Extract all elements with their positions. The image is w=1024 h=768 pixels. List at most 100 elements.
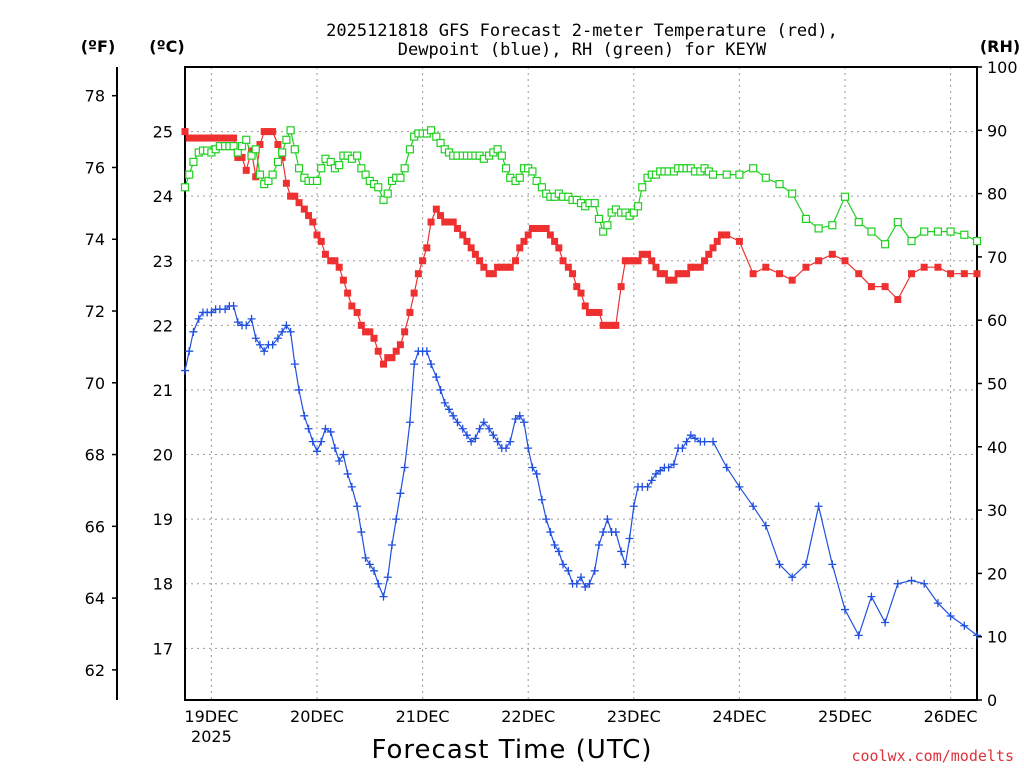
data-point bbox=[405, 145, 415, 154]
data-point bbox=[304, 424, 313, 433]
data-point bbox=[815, 257, 823, 265]
data-point bbox=[497, 151, 506, 160]
data-point bbox=[321, 424, 330, 433]
data-point bbox=[761, 521, 770, 530]
data-point bbox=[506, 437, 515, 446]
data-point bbox=[380, 360, 388, 368]
data-point bbox=[638, 183, 647, 192]
data-point bbox=[709, 244, 717, 252]
data-point bbox=[423, 244, 431, 252]
data-point bbox=[599, 528, 608, 537]
data-point bbox=[255, 340, 264, 349]
data-point bbox=[656, 466, 665, 475]
data-point bbox=[893, 217, 902, 227]
data-point bbox=[776, 270, 784, 278]
gridlines bbox=[185, 67, 977, 700]
data-point bbox=[585, 579, 594, 588]
data-point bbox=[537, 183, 547, 192]
data-point bbox=[577, 289, 585, 297]
f-tick-label: 68 bbox=[85, 446, 105, 465]
data-point bbox=[524, 444, 533, 453]
data-point bbox=[300, 205, 308, 213]
data-point bbox=[269, 128, 277, 136]
axes bbox=[112, 66, 982, 701]
data-point bbox=[973, 270, 981, 278]
data-point bbox=[854, 217, 863, 227]
data-point bbox=[960, 621, 969, 630]
data-point bbox=[629, 502, 638, 511]
data-point bbox=[357, 321, 365, 329]
data-point bbox=[230, 134, 238, 142]
c-tick-label: 24 bbox=[153, 187, 173, 206]
f-tick-label: 64 bbox=[85, 589, 105, 608]
data-point bbox=[828, 250, 836, 258]
data-point bbox=[683, 270, 691, 278]
data-point bbox=[934, 263, 942, 271]
data-point bbox=[611, 528, 620, 537]
data-point bbox=[317, 237, 325, 245]
data-point bbox=[260, 347, 269, 356]
data-point bbox=[814, 502, 823, 511]
data-point bbox=[264, 128, 272, 136]
data-point bbox=[348, 302, 356, 310]
data-point bbox=[946, 227, 955, 236]
data-point bbox=[295, 199, 303, 207]
data-point bbox=[374, 579, 383, 588]
data-point bbox=[867, 227, 876, 236]
data-point bbox=[960, 230, 969, 239]
data-point bbox=[621, 560, 630, 569]
data-point bbox=[436, 385, 445, 394]
data-point bbox=[867, 283, 875, 291]
data-point bbox=[494, 263, 502, 271]
data-point bbox=[709, 437, 717, 446]
data-point bbox=[392, 347, 400, 355]
data-point bbox=[264, 176, 273, 186]
rh-tick-label: 40 bbox=[987, 438, 1007, 457]
data-point bbox=[735, 237, 743, 245]
data-point bbox=[387, 540, 396, 549]
x-tick-label: 26DEC bbox=[924, 707, 978, 726]
data-point bbox=[449, 218, 457, 226]
data-point bbox=[564, 263, 572, 271]
data-point bbox=[383, 573, 392, 582]
data-point bbox=[441, 218, 449, 226]
data-point bbox=[286, 126, 295, 135]
data-point bbox=[248, 147, 256, 155]
data-point bbox=[330, 444, 339, 453]
data-point bbox=[678, 444, 687, 453]
data-point bbox=[256, 141, 264, 149]
data-point bbox=[353, 502, 362, 511]
data-point bbox=[436, 138, 445, 148]
data-point bbox=[762, 263, 770, 271]
data-point bbox=[590, 198, 599, 208]
data-point bbox=[546, 231, 554, 239]
data-point bbox=[229, 142, 238, 151]
data-point bbox=[453, 418, 462, 427]
data-point bbox=[268, 170, 277, 179]
x-tick-label: 23DEC bbox=[607, 707, 661, 726]
data-point bbox=[286, 327, 295, 336]
data-point bbox=[920, 227, 929, 236]
data-point bbox=[656, 270, 664, 278]
x-tick-label: 21DEC bbox=[396, 707, 450, 726]
rh-tick-label: 100 bbox=[987, 58, 1018, 77]
data-point bbox=[867, 592, 876, 601]
x-tick-label: 20DEC bbox=[290, 707, 344, 726]
data-point bbox=[260, 128, 268, 136]
data-point bbox=[696, 263, 704, 271]
data-point bbox=[855, 270, 863, 278]
data-point bbox=[735, 170, 744, 179]
data-point bbox=[374, 347, 382, 355]
data-point bbox=[274, 141, 282, 149]
f-tick-label: 70 bbox=[85, 374, 105, 393]
data-point bbox=[194, 314, 203, 323]
c-tick-label: 21 bbox=[153, 381, 173, 400]
data-point bbox=[203, 134, 211, 142]
data-point bbox=[422, 347, 431, 356]
data-point bbox=[528, 463, 537, 472]
data-point bbox=[384, 354, 392, 362]
data-point bbox=[290, 145, 299, 154]
data-point bbox=[282, 321, 291, 330]
data-point bbox=[189, 327, 198, 336]
data-point bbox=[440, 398, 449, 407]
